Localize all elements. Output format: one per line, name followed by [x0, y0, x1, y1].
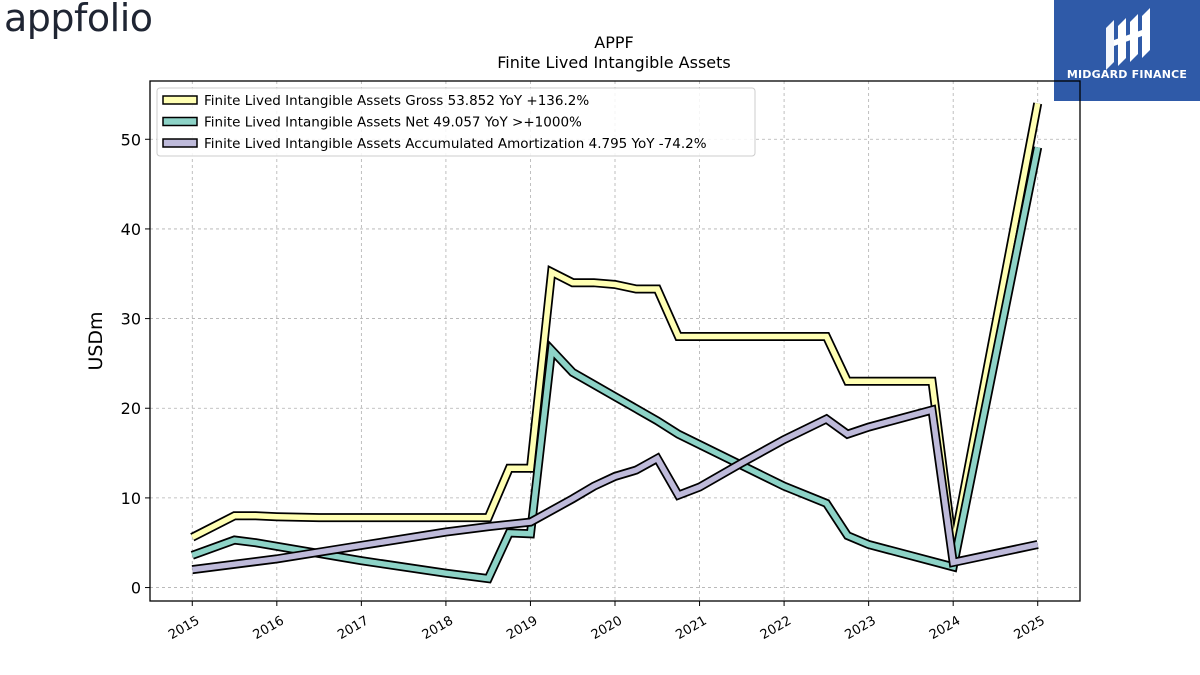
- legend-swatch-gross: [162, 95, 198, 105]
- x-tick-label: 2015: [166, 613, 202, 643]
- series-line-gross: [191, 102, 1041, 548]
- y-tick-label: 50: [121, 130, 141, 149]
- legend-box: [156, 87, 756, 157]
- midgard-finance-logo: MIDGARD FINANCE: [1054, 0, 1200, 101]
- legend-label: Finite Lived Intangible Assets Accumulat…: [204, 136, 707, 152]
- y-tick-label: 0: [131, 579, 141, 598]
- series-lines: [190, 102, 1043, 584]
- appfolio-logo: appfolio: [4, 0, 153, 40]
- x-tick-label: 2025: [1012, 613, 1048, 643]
- partner-name: MIDGARD FINANCE: [1066, 68, 1188, 81]
- midgard-emblem-icon: [1106, 8, 1150, 70]
- x-tick-label: 2024: [927, 613, 963, 643]
- grid: [150, 81, 1080, 601]
- x-tick-label: 2020: [589, 613, 625, 643]
- legend-label: Finite Lived Intangible Assets Net 49.05…: [204, 115, 582, 131]
- x-tick-label: 2022: [758, 613, 794, 643]
- y-tick-label: 40: [121, 220, 141, 239]
- y-tick-label: 10: [121, 489, 141, 508]
- x-tick-label: 2021: [673, 613, 709, 643]
- x-tick-label: 2018: [420, 613, 456, 643]
- y-tick-label: 30: [121, 310, 141, 329]
- legend-label: Finite Lived Intangible Assets Gross 53.…: [204, 93, 589, 109]
- y-axis-label: USDm: [85, 311, 107, 370]
- legend-swatch-net: [162, 116, 198, 127]
- chart-title: APPF: [594, 33, 633, 52]
- series-line-amortization: [191, 406, 1039, 573]
- x-tick-label: 2016: [251, 613, 287, 643]
- y-axis: 0 10 20 30 40 50: [121, 130, 150, 598]
- y-tick-label: 20: [121, 399, 141, 418]
- legend: Finite Lived Intangible Assets Gross 53.…: [156, 87, 756, 157]
- x-tick-label: 2023: [842, 613, 878, 643]
- series-line-net: [191, 146, 1041, 582]
- chart-subtitle: Finite Lived Intangible Assets: [497, 53, 730, 72]
- x-axis: 2015 2016 2017 2018 2019 2020 2021 2022 2023 2024…: [166, 601, 1048, 643]
- x-tick-label: 2017: [335, 613, 371, 643]
- legend-swatch-amortization: [162, 138, 198, 148]
- x-tick-label: 2019: [504, 613, 540, 643]
